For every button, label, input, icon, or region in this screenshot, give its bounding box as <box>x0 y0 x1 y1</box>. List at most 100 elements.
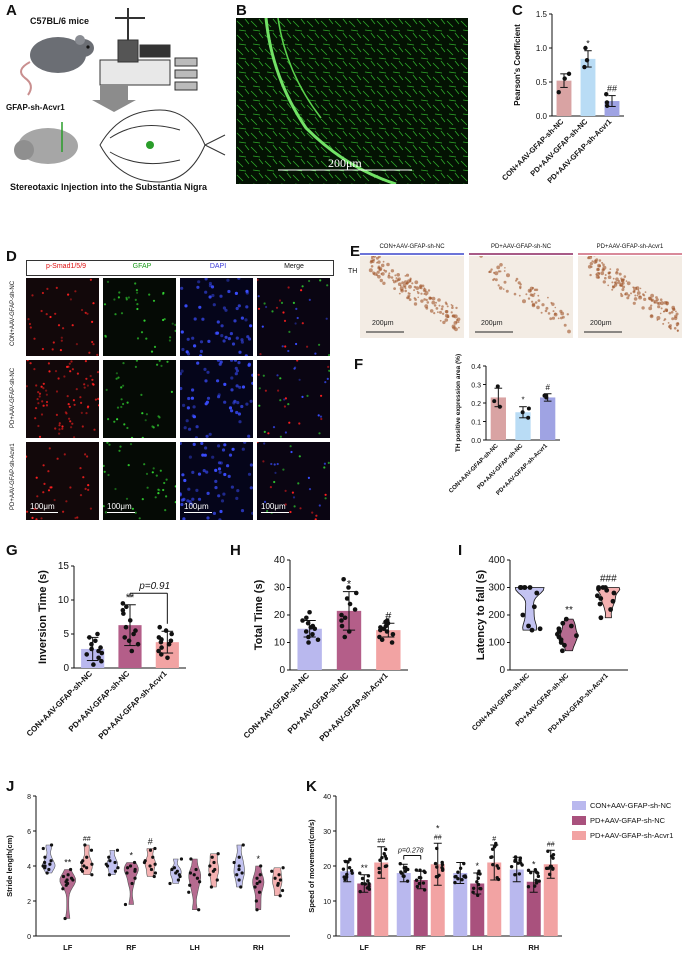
chart-k-point <box>345 872 349 877</box>
panel-d-cell <box>284 489 287 492</box>
chart-j-point <box>273 876 277 880</box>
chart-k-point <box>398 862 402 866</box>
panel-d-cell <box>41 347 44 351</box>
panel-e-stained-cell <box>390 269 395 273</box>
chart-j-point <box>210 855 214 859</box>
chart-h-point <box>339 623 345 629</box>
chart-k-point <box>471 890 475 894</box>
panel-e-stained-cell <box>611 286 615 289</box>
panel-d-cell <box>122 362 125 365</box>
panel-e-stained-cell <box>371 256 374 258</box>
panel-e-stained-cell <box>433 312 436 315</box>
chart-c-ytick-label: 1.0 <box>536 44 548 53</box>
panel-d-cell <box>158 360 161 362</box>
panel-d-cell <box>327 365 330 368</box>
panel-d-cell <box>89 507 92 510</box>
panel-e-stained-cell <box>622 285 626 289</box>
panel-d-cell <box>206 491 210 495</box>
chart-h-point <box>303 629 309 634</box>
chart-j-point <box>194 867 198 872</box>
panel-e-stained-cell <box>529 286 534 291</box>
panel-d-cell <box>40 385 43 388</box>
chart-j-point <box>176 878 181 882</box>
panel-d-cell <box>204 446 208 450</box>
panel-d-cell <box>259 353 262 356</box>
panel-d-cell <box>218 362 222 366</box>
chart-f-ytick-label: 0.2 <box>471 401 481 408</box>
panel-e-stained-cell <box>437 298 441 302</box>
chart-j-point <box>81 859 85 863</box>
panel-d-cell <box>158 416 161 419</box>
panel-d-cell <box>115 372 118 375</box>
panel-e-stained-cell <box>633 297 638 301</box>
panel-d-cell <box>180 502 184 507</box>
panel-d-cell <box>237 361 241 365</box>
panel-d-cell <box>193 344 197 348</box>
panel-d-cell <box>186 499 190 503</box>
panel-d-cell <box>237 304 241 308</box>
chart-j-violin <box>188 858 202 911</box>
panel-e-stained-cell <box>666 310 668 312</box>
chart-g-point <box>96 655 101 661</box>
panel-label-g: G <box>6 542 18 559</box>
panel-e-stained-cell <box>505 289 509 293</box>
panel-d-cell <box>48 370 51 373</box>
panel-d-cell <box>169 336 172 339</box>
chart-j-point <box>270 869 274 873</box>
chart-k-point <box>475 880 479 884</box>
chart-i-point <box>608 607 614 612</box>
row-label-pd: PD+AAV-GFAP-sh-NC <box>10 367 16 428</box>
panel-d-cell <box>55 286 58 289</box>
panel-d-cell <box>120 398 123 401</box>
panel-e-stained-cell <box>394 274 397 277</box>
panel-d-cell <box>71 324 74 327</box>
chart-g-point <box>129 648 135 654</box>
panel-e-stained-cell <box>659 298 663 301</box>
panel-d-cell <box>40 413 44 416</box>
chart-k-point <box>454 874 458 879</box>
panel-d-image-r2-c2 <box>103 360 176 438</box>
chart-k-point <box>462 874 466 878</box>
panel-label-b: B <box>236 2 247 19</box>
chart-g-point <box>89 641 94 647</box>
panel-d-cell <box>151 471 154 474</box>
panel-e-stained-cell <box>446 305 449 308</box>
panel-d-cell <box>183 426 187 430</box>
panel-e-stained-cell <box>404 287 407 290</box>
chart-j-point <box>240 871 244 875</box>
panel-d-cell <box>306 394 309 397</box>
panel-d-cell <box>162 292 165 296</box>
panel-e-stained-cell <box>420 299 424 303</box>
panel-d-cell <box>88 351 91 354</box>
chart-j-point <box>65 878 69 882</box>
chart-j-point <box>61 887 65 891</box>
legend-swatch-acvr1 <box>572 831 586 840</box>
chart-c-point <box>604 103 610 109</box>
panel-d-cell <box>134 365 137 368</box>
panel-d-cell <box>222 492 226 496</box>
panel-e-stained-cell <box>643 294 646 297</box>
panel-d-cell <box>154 496 157 499</box>
panel-e-stained-cell <box>638 295 643 300</box>
panel-d-cell <box>86 384 89 387</box>
chart-k-point <box>360 876 365 881</box>
panel-e-stained-cell <box>415 286 420 290</box>
panel-e-stained-cell <box>411 282 414 285</box>
panel-d-cell <box>292 496 296 499</box>
chart-j-point <box>189 857 193 861</box>
panel-d-cell <box>283 319 287 322</box>
panel-e-stained-cell <box>490 268 493 271</box>
chart-k-point <box>341 867 346 871</box>
chart-g-point <box>98 645 103 650</box>
chart-c-bar <box>556 80 572 116</box>
panel-e-stained-cell <box>536 305 540 310</box>
panel-d-cell <box>140 331 144 334</box>
panel-d-cell <box>319 415 323 418</box>
panel-d-cell <box>75 388 78 391</box>
chart-j-point <box>253 885 257 889</box>
panel-e-stained-cell <box>439 310 442 314</box>
chart-k-point <box>513 855 518 859</box>
chart-k-point <box>490 847 495 851</box>
chart-h-point <box>384 618 390 623</box>
panel-d-cell <box>308 279 311 283</box>
